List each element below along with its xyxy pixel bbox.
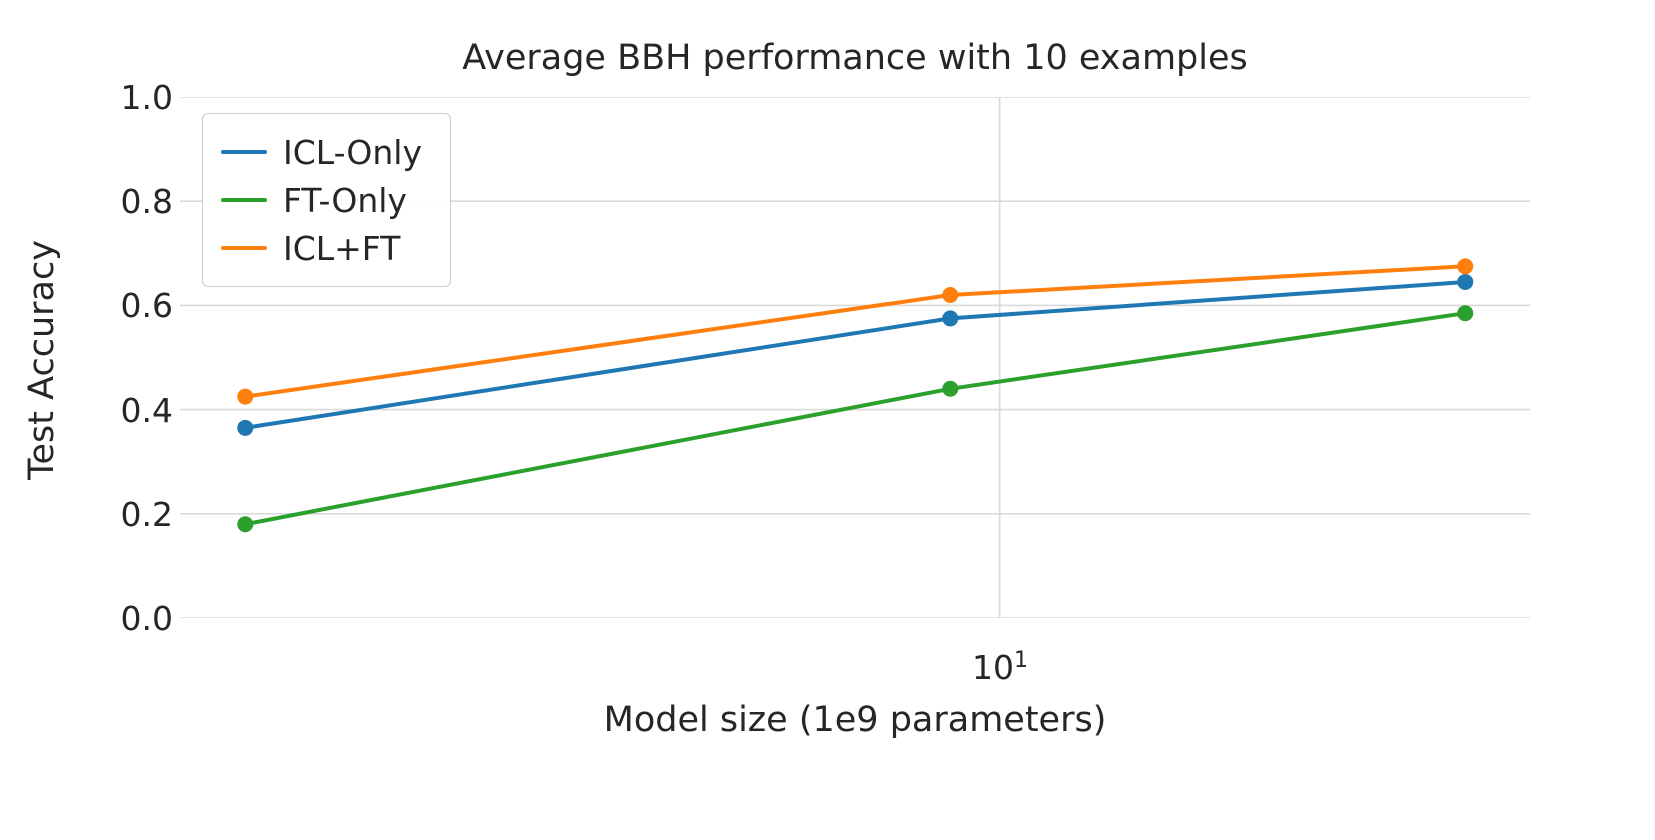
legend-item: ICL+FT <box>221 224 422 272</box>
series-line-ft-only <box>243 311 1468 527</box>
y-tick-label: 0.8 <box>120 182 173 222</box>
legend: ICL-Only FT-Only ICL+FT <box>202 113 451 287</box>
legend-label: FT-Only <box>283 180 407 220</box>
y-tick-label: 0.2 <box>120 494 173 534</box>
x-axis-label: Model size (1e9 parameters) <box>603 700 1107 740</box>
data-point-icl+ft <box>942 286 959 303</box>
x-tick-label: 101 <box>955 648 1045 687</box>
data-point-ft-only <box>1457 305 1474 322</box>
data-point-icl+ft <box>1457 258 1474 275</box>
y-tick-label: 0.4 <box>120 390 173 430</box>
x-tick-exponent: 1 <box>1014 648 1028 673</box>
data-point-icl-only <box>1457 273 1474 290</box>
legend-swatch-icl-only <box>221 149 267 155</box>
legend-item: FT-Only <box>221 176 422 224</box>
y-tick-label: 1.0 <box>120 78 173 117</box>
data-point-icl-only <box>942 310 959 327</box>
data-point-icl+ft <box>237 388 254 405</box>
legend-item: ICL-Only <box>221 128 422 176</box>
legend-swatch-icl-ft <box>221 245 267 251</box>
legend-swatch-ft-only <box>221 197 267 203</box>
data-point-ft-only <box>942 380 959 397</box>
y-tick-label: 0.0 <box>120 599 173 638</box>
data-point-ft-only <box>237 516 254 533</box>
data-point-icl-only <box>237 419 254 436</box>
legend-label: ICL+FT <box>283 228 401 268</box>
x-tick-base: 10 <box>972 648 1014 687</box>
chart-title: Average BBH performance with 10 examples <box>462 38 1248 78</box>
y-tick-label: 0.6 <box>120 286 173 326</box>
y-axis-label: Test Accuracy <box>22 240 62 480</box>
chart-plot-area <box>180 97 1530 618</box>
legend-label: ICL-Only <box>283 132 422 172</box>
